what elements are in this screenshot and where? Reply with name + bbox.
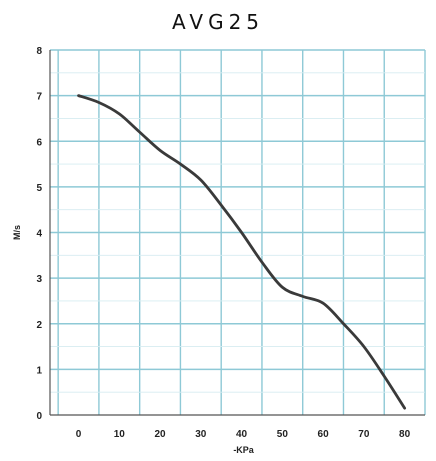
y-tick-label: 6 (36, 137, 42, 148)
x-tick-label: 0 (76, 429, 82, 440)
x-tick-label: 40 (236, 429, 248, 440)
x-tick-label: 20 (154, 429, 166, 440)
x-tick-label: 70 (358, 429, 370, 440)
y-tick-label: 7 (36, 92, 42, 103)
grid (50, 49, 426, 415)
x-tick-label: 50 (277, 429, 289, 440)
y-tick-label: 0 (36, 411, 42, 422)
y-axis-label: M/s (12, 225, 22, 240)
y-tick-label: 1 (36, 365, 42, 376)
x-axis-label: -KPa (233, 445, 254, 455)
y-tick-label: 3 (36, 274, 42, 285)
x-tick-label: 80 (399, 429, 411, 440)
series-line (77, 94, 407, 410)
series-group (77, 94, 407, 410)
x-tick-label: 10 (114, 429, 126, 440)
x-tick-label: 30 (195, 429, 207, 440)
y-tick-label: 2 (36, 320, 42, 331)
tick-labels: 0 10 20 30 40 50 60 70 80 0 1 2 3 4 5 6 7 8 (36, 46, 410, 440)
axes (49, 50, 425, 416)
y-tick-label: 4 (36, 229, 42, 240)
y-tick-label: 5 (36, 183, 42, 194)
chart-title: AVG25 (171, 10, 265, 34)
x-tick-label: 60 (318, 429, 330, 440)
y-tick-label: 8 (36, 46, 42, 57)
